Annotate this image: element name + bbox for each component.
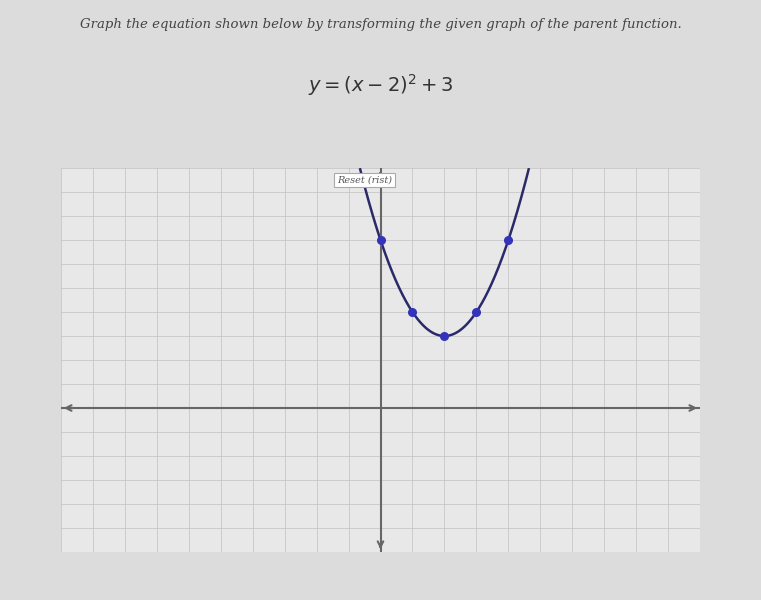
Text: Graph the equation shown below by transforming the given graph of the parent fun: Graph the equation shown below by transf… (80, 18, 681, 31)
Text: Reset (rist): Reset (rist) (337, 175, 392, 185)
Text: $y=(x-2)^2+3$: $y=(x-2)^2+3$ (308, 72, 453, 98)
